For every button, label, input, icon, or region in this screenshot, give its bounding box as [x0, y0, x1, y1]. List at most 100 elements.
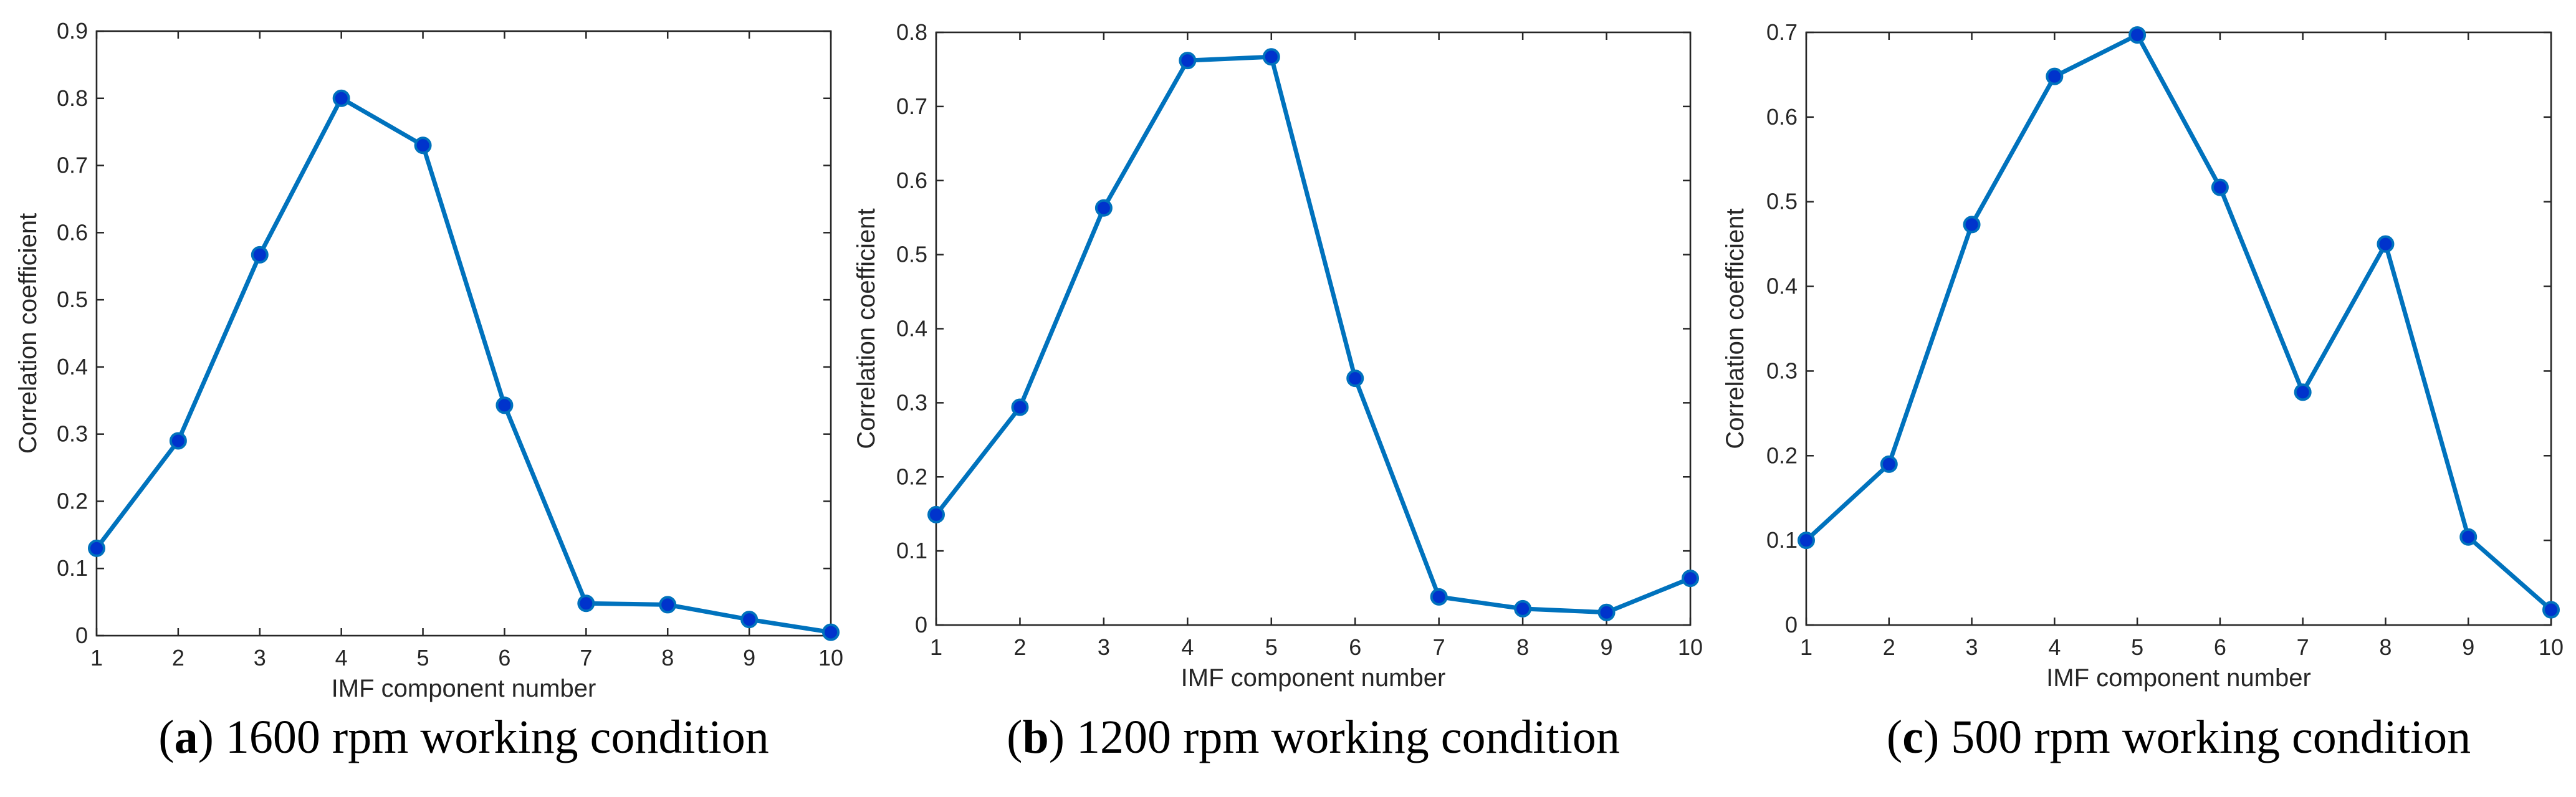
x-tick-label: 3: [1966, 634, 1978, 660]
y-tick-label: 0: [75, 623, 88, 648]
data-point: [1798, 532, 1815, 550]
x-tick-label: 9: [743, 645, 755, 671]
caption-paren-close: ): [198, 711, 226, 763]
chart-c: 1 2 3 4 5 6 7 8 9 10 0 0.1 0.2 0.3 0.4 0.5 0.6 0.7 IMF com…: [1721, 19, 2564, 763]
x-tick-label: 4: [335, 645, 348, 671]
y-tick-label: 0: [1785, 612, 1798, 637]
y-tick-label: 0.2: [896, 464, 927, 489]
x-tick-label: 3: [254, 645, 266, 671]
chart-a: 1 2 3 4 5 6 7 8 9 10 0 0.1 0.2 0.3 0.4 0.5 0.6 0.7 0.8 0.9 I…: [14, 18, 843, 763]
plot-frame: [95, 30, 832, 637]
data-point: [1880, 455, 1898, 473]
y-tick-label: 0.6: [1766, 104, 1798, 130]
caption-letter: c: [1902, 711, 1923, 763]
data-point: [1430, 588, 1448, 606]
plot-frame: [935, 31, 1692, 626]
chart-b: 1 2 3 4 5 6 7 8 9 10 0 0.1 0.2 0.3 0.4 0.5 0.6 0.7 0.8 IMF …: [853, 19, 1703, 763]
data-point: [2459, 528, 2478, 546]
series-line: [934, 54, 1693, 615]
x-axis-label: IMF component number: [2046, 664, 2311, 692]
series-line: [1804, 32, 2554, 613]
x-tick-label: 4: [2048, 634, 2061, 660]
y-tick-label: 0.5: [1766, 189, 1798, 214]
data-point: [1179, 52, 1197, 70]
x-axis-label: IMF component number: [1181, 664, 1446, 692]
x-tick-label: 1: [90, 645, 103, 671]
x-tick-label: 2: [1013, 634, 1026, 660]
plot-frame: [1805, 31, 2552, 626]
data-point: [2128, 26, 2147, 44]
x-tick-label: 6: [498, 645, 510, 671]
x-tick-label: 4: [1181, 634, 1194, 660]
x-tick-label: 2: [1883, 634, 1895, 660]
data-point: [2294, 383, 2312, 401]
data-point: [2211, 178, 2229, 196]
data-point: [2046, 67, 2064, 85]
caption-letter: a: [175, 711, 198, 763]
data-point: [577, 594, 595, 613]
x-axis-label: IMF component number: [332, 675, 596, 702]
data-point: [251, 246, 269, 264]
y-tick-label: 0.5: [896, 242, 927, 267]
chart-caption: (b) 1200 rpm working condition: [1007, 711, 1620, 763]
caption-text: 1200 rpm working condition: [1076, 711, 1620, 763]
data-point: [1682, 570, 1699, 588]
x-tick-label: 1: [1800, 634, 1812, 660]
x-tick-label: 10: [818, 645, 843, 671]
y-tick-label: 0.8: [57, 85, 88, 111]
caption-letter: b: [1022, 711, 1048, 763]
x-tick-label: 6: [2214, 634, 2226, 660]
data-point: [1963, 216, 1981, 234]
x-tick-label: 8: [1516, 634, 1529, 660]
y-tick-label: 0.2: [57, 488, 88, 513]
y-tick-label: 0.6: [896, 168, 927, 193]
y-tick-label: 0.6: [57, 219, 88, 245]
data-point: [414, 136, 432, 155]
x-tick-label: 7: [580, 645, 592, 671]
data-point: [822, 623, 840, 641]
y-tick-label: 0.4: [896, 316, 927, 341]
series-line: [94, 96, 833, 635]
x-tick-label: 5: [1265, 634, 1278, 660]
y-tick-label: 0.1: [1766, 527, 1798, 553]
x-tick-label: 10: [2539, 634, 2564, 660]
y-tick-label: 0.2: [1766, 442, 1798, 468]
data-point: [496, 396, 514, 414]
caption-text: 1600 rpm working condition: [226, 711, 769, 763]
data-point: [169, 432, 187, 450]
y-tick-label: 0.3: [896, 389, 927, 415]
caption-paren-close: ): [1923, 711, 1951, 763]
x-tick-label: 7: [2297, 634, 2309, 660]
data-point: [88, 539, 105, 557]
data-point: [1011, 398, 1029, 416]
data-point: [1094, 199, 1113, 217]
x-tick-label: 1: [930, 634, 942, 660]
caption-paren-close: ): [1049, 711, 1076, 763]
y-tick-label: 0.9: [57, 18, 88, 44]
y-tick-label: 0.4: [1766, 274, 1798, 299]
y-tick-label: 0.7: [57, 153, 88, 178]
caption-paren-open: (: [1887, 711, 1902, 763]
y-tick-label: 0.4: [57, 354, 88, 379]
y-tick-label: 0.7: [896, 93, 927, 119]
x-tick-label: 5: [2131, 634, 2143, 660]
y-axis-label: Correlation coefficient: [14, 213, 42, 454]
data-point: [2377, 235, 2395, 253]
x-tick-label: 7: [1433, 634, 1445, 660]
x-tick-label: 8: [661, 645, 674, 671]
data-point: [1514, 599, 1532, 618]
data-point: [1346, 370, 1364, 388]
chart-caption: (c) 500 rpm working condition: [1887, 711, 2471, 763]
y-tick-label: 0.8: [896, 19, 927, 45]
y-tick-label: 0.7: [1766, 19, 1798, 45]
y-tick-label: 0.1: [896, 538, 927, 563]
chart-caption: (a) 1600 rpm working condition: [158, 711, 768, 763]
x-tick-label: 2: [172, 645, 184, 671]
data-point: [659, 596, 677, 614]
data-point: [1597, 603, 1616, 621]
data-point: [927, 505, 945, 523]
data-point: [2542, 601, 2560, 619]
y-axis-label: Correlation coefficient: [853, 208, 880, 449]
y-axis-label: Correlation coefficient: [1721, 208, 1749, 449]
